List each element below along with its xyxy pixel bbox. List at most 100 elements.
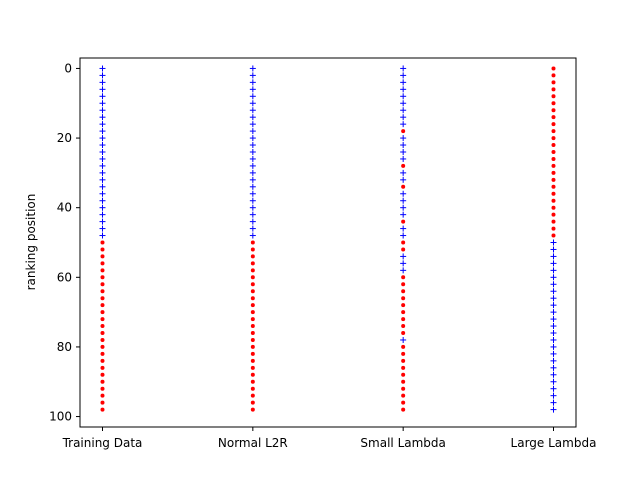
plus-point	[400, 93, 407, 100]
plus-point	[400, 135, 407, 142]
plus-point	[99, 183, 106, 190]
y-tick-label: 40	[57, 201, 72, 215]
dot-point	[401, 344, 406, 349]
dot-point	[551, 219, 556, 224]
plus-point	[99, 114, 106, 121]
plus-point	[550, 288, 557, 295]
plus-point	[400, 197, 407, 204]
dot-point	[100, 324, 105, 329]
dot-point	[250, 303, 255, 308]
plus-point	[99, 176, 106, 183]
plus-point	[400, 169, 407, 176]
y-tick-label: 20	[57, 131, 72, 145]
plus-point	[249, 183, 256, 190]
dot-point	[250, 393, 255, 398]
x-tick-label: Training Data	[62, 436, 143, 450]
dot-point	[250, 344, 255, 349]
dot-point	[250, 331, 255, 336]
plus-point	[99, 128, 106, 135]
plus-point	[550, 316, 557, 323]
plus-point	[249, 135, 256, 142]
x-tick-label: Large Lambda	[511, 436, 597, 450]
plus-point	[99, 65, 106, 72]
dot-point	[401, 407, 406, 412]
plus-point	[400, 121, 407, 128]
plus-point	[550, 281, 557, 288]
plus-point	[99, 86, 106, 93]
plus-point	[249, 211, 256, 218]
plus-point	[249, 79, 256, 86]
dot-point	[551, 87, 556, 92]
plus-point	[249, 169, 256, 176]
dot-point	[100, 386, 105, 391]
plus-point	[99, 142, 106, 149]
plus-point	[400, 142, 407, 149]
plus-point	[400, 86, 407, 93]
dot-point	[401, 372, 406, 377]
dot-point	[401, 289, 406, 294]
dot-point	[401, 184, 406, 189]
dot-point	[401, 400, 406, 405]
dot-point	[100, 393, 105, 398]
dot-point	[250, 400, 255, 405]
plus-point	[400, 107, 407, 114]
plus-point	[249, 114, 256, 121]
plus-point	[99, 169, 106, 176]
dot-point	[401, 365, 406, 370]
plus-point	[400, 176, 407, 183]
dot-point	[250, 407, 255, 412]
y-tick-label: 80	[57, 340, 72, 354]
plus-point	[550, 323, 557, 330]
plus-point	[400, 211, 407, 218]
dot-point	[551, 191, 556, 196]
dot-point	[250, 310, 255, 315]
dot-point	[250, 358, 255, 363]
plus-point	[99, 162, 106, 169]
plus-point	[99, 197, 106, 204]
dot-point	[551, 177, 556, 182]
plus-point	[99, 204, 106, 211]
y-tick-label: 0	[64, 61, 72, 75]
dot-point	[401, 240, 406, 245]
dot-point	[551, 156, 556, 161]
plus-point	[249, 190, 256, 197]
dot-point	[100, 407, 105, 412]
plus-point	[400, 204, 407, 211]
dot-point	[250, 337, 255, 342]
plus-point	[249, 176, 256, 183]
dot-point	[401, 282, 406, 287]
dot-point	[551, 108, 556, 113]
dot-point	[401, 317, 406, 322]
plus-point	[99, 190, 106, 197]
dot-point	[100, 247, 105, 252]
dot-point	[250, 268, 255, 273]
plus-point	[400, 253, 407, 260]
plus-point	[550, 274, 557, 281]
plus-point	[99, 218, 106, 225]
plus-point	[99, 155, 106, 162]
plus-point	[400, 260, 407, 267]
plus-point	[400, 100, 407, 107]
plus-point	[550, 399, 557, 406]
plus-point	[400, 72, 407, 79]
plus-point	[249, 86, 256, 93]
plus-point	[550, 378, 557, 385]
plus-point	[99, 148, 106, 155]
dot-point	[551, 170, 556, 175]
dot-point	[100, 372, 105, 377]
dot-point	[551, 122, 556, 127]
dot-point	[401, 247, 406, 252]
dot-point	[250, 365, 255, 370]
plus-point	[249, 142, 256, 149]
dot-point	[401, 331, 406, 336]
plus-point	[400, 225, 407, 232]
dot-point	[250, 351, 255, 356]
plus-point	[550, 364, 557, 371]
plus-point	[249, 107, 256, 114]
dot-point	[401, 324, 406, 329]
dot-point	[401, 275, 406, 280]
dot-point	[100, 282, 105, 287]
dot-point	[551, 226, 556, 231]
plus-point	[99, 100, 106, 107]
